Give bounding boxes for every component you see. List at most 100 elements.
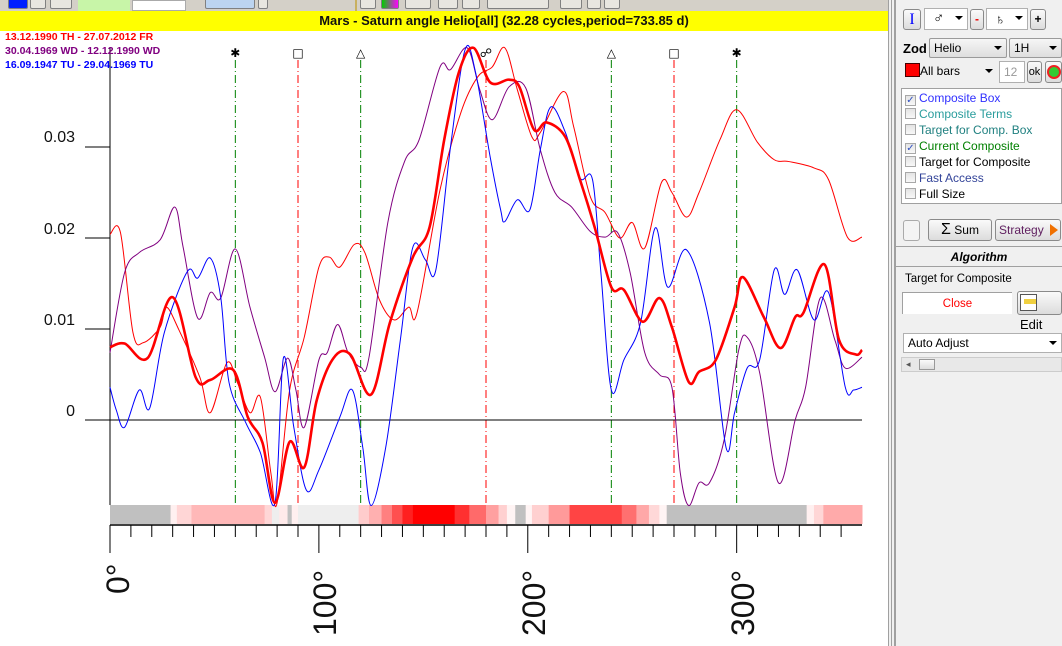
saturn-icon: ♄ xyxy=(995,11,1006,27)
checkbox[interactable] xyxy=(905,156,916,167)
heat-bar-segment xyxy=(813,505,824,524)
open-icon[interactable] xyxy=(50,0,72,9)
planet1-select[interactable]: ♂ xyxy=(924,8,968,30)
heat-bar-segment xyxy=(369,505,383,524)
list-item-label: Fast Access xyxy=(919,171,984,185)
legend-label: 13.12.1990 TH - 27.07.2012 FR xyxy=(5,31,154,43)
edit-icon xyxy=(1020,294,1037,311)
splitter[interactable] xyxy=(888,0,896,646)
divider xyxy=(896,266,1062,267)
planet2-select[interactable]: ♄ xyxy=(986,8,1028,30)
list-item[interactable]: ✓ Current Composite xyxy=(905,139,1020,155)
zod-label: Zod xyxy=(903,41,927,56)
heat-bar-segment xyxy=(392,505,403,524)
heat-bar xyxy=(110,505,863,524)
composite-options-list: ✓ Composite Box Composite Terms Target for … xyxy=(901,88,1062,204)
heat-bar-segment xyxy=(621,505,637,524)
table-icon[interactable] xyxy=(438,0,458,9)
arrow-down-icon[interactable]: ▼ xyxy=(360,0,376,9)
export-icon[interactable] xyxy=(462,0,480,9)
list-item[interactable]: Fast Access xyxy=(905,171,984,187)
target-label: Target for Composite xyxy=(905,273,1012,285)
heat-bar-segment xyxy=(648,505,660,524)
list-item-label: Target for Comp. Box xyxy=(919,123,1033,137)
timeframe-select[interactable]: 1H xyxy=(1009,38,1062,58)
record-icon[interactable]: ● xyxy=(30,0,46,9)
checkbox[interactable] xyxy=(905,172,916,183)
scroll-button[interactable] xyxy=(258,0,268,9)
toolbar: ● WFA ▼ Committee ▾ A Σ xyxy=(0,0,888,11)
zod-value: Helio xyxy=(934,41,962,55)
heat-bar-segment xyxy=(402,505,414,524)
legend-label: 16.09.1947 TU - 29.04.1969 TU xyxy=(5,59,154,71)
heat-bar-segment xyxy=(636,505,650,524)
aspect-symbol: ✱ xyxy=(732,46,742,60)
scroll-thumb[interactable] xyxy=(919,359,935,370)
plus-button[interactable]: + xyxy=(1030,9,1046,30)
chart-icon[interactable] xyxy=(405,0,431,9)
target-icon[interactable] xyxy=(1045,61,1062,83)
heat-bar-segment xyxy=(525,505,533,524)
heat-bar-segment xyxy=(412,505,456,524)
committee-button[interactable]: Committee xyxy=(487,0,549,9)
list-item-label: Composite Box xyxy=(919,91,1001,105)
scroll-left-icon[interactable]: ◂ xyxy=(906,359,911,369)
checkbox[interactable]: ✓ xyxy=(905,95,916,106)
x-tick-label: 100° xyxy=(307,569,343,636)
checkbox[interactable] xyxy=(905,124,916,135)
minus-button[interactable]: - xyxy=(970,9,984,30)
bars-select[interactable]: All bars xyxy=(903,62,997,83)
heat-bar-segment xyxy=(271,505,280,524)
list-item[interactable]: Target for Composite xyxy=(905,155,1030,171)
legend-item: 16.09.1947 TU - 29.04.1969 TU xyxy=(5,59,153,71)
heat-bar-segment xyxy=(279,505,289,524)
edit-button[interactable]: Edit xyxy=(1017,291,1062,332)
checkbox[interactable] xyxy=(905,108,916,119)
adjust-value: Auto Adjust xyxy=(908,336,969,350)
ok-button[interactable]: ok xyxy=(1027,61,1042,83)
heat-bar-segment xyxy=(515,505,527,524)
checkbox[interactable]: ✓ xyxy=(905,143,916,154)
line-style-select[interactable] xyxy=(132,0,186,11)
horizontal-scrollbar[interactable]: ◂ xyxy=(901,357,1062,372)
count-input[interactable]: 12 xyxy=(999,61,1025,83)
heat-bar-segment xyxy=(666,505,808,524)
heat-bar-segment xyxy=(569,505,623,524)
heat-bar-segment xyxy=(454,505,470,524)
heat-bar-segment xyxy=(287,505,293,524)
colors-icon[interactable] xyxy=(381,0,399,9)
adjust-select[interactable]: Auto Adjust xyxy=(903,333,1062,353)
checkbox[interactable] xyxy=(905,188,916,199)
x-tick-label: 200° xyxy=(516,569,552,636)
wfa-button[interactable]: WFA xyxy=(205,0,255,9)
strategy-button[interactable]: Strategy xyxy=(995,219,1061,241)
list-item-label: Target for Composite xyxy=(919,155,1031,169)
legend-item: 30.04.1969 WD - 12.12.1990 WD xyxy=(5,45,160,57)
sigma-icon: Σ xyxy=(941,221,951,238)
sum-label: Sum xyxy=(954,223,979,237)
list-item[interactable]: Full Size xyxy=(905,187,965,203)
list-item[interactable]: Target for Comp. Box xyxy=(905,123,1032,139)
list-item[interactable]: Composite Terms xyxy=(905,107,1012,123)
list-item[interactable]: ✓ Composite Box xyxy=(905,91,1000,107)
legend-item: 13.12.1990 TH - 27.07.2012 FR xyxy=(5,31,153,43)
cursor-button[interactable]: I xyxy=(903,9,921,30)
y-tick-label: 0.03 xyxy=(43,129,75,146)
color-button[interactable] xyxy=(8,0,28,9)
a-button[interactable]: A xyxy=(587,0,601,9)
y-tick-label: 0.01 xyxy=(43,312,75,329)
aspect-symbol: △ xyxy=(356,46,366,60)
sum-button[interactable]: Σ xyxy=(604,0,620,9)
heat-bar-segment xyxy=(823,505,863,524)
heat-bar-segment xyxy=(548,505,571,524)
heat-bar-segment xyxy=(469,505,487,524)
zod-select[interactable]: Helio xyxy=(929,38,1007,58)
blank-button[interactable] xyxy=(903,220,920,241)
color-swatch xyxy=(905,63,920,77)
heat-bar-segment xyxy=(506,505,516,524)
target-value[interactable]: Close xyxy=(902,292,1012,314)
dropdown-icon[interactable]: ▾ xyxy=(560,0,582,9)
sum-button[interactable]: Σ Sum xyxy=(928,219,992,241)
aspect-symbol: ☍ xyxy=(480,46,492,60)
heat-bar-segment xyxy=(381,505,393,524)
